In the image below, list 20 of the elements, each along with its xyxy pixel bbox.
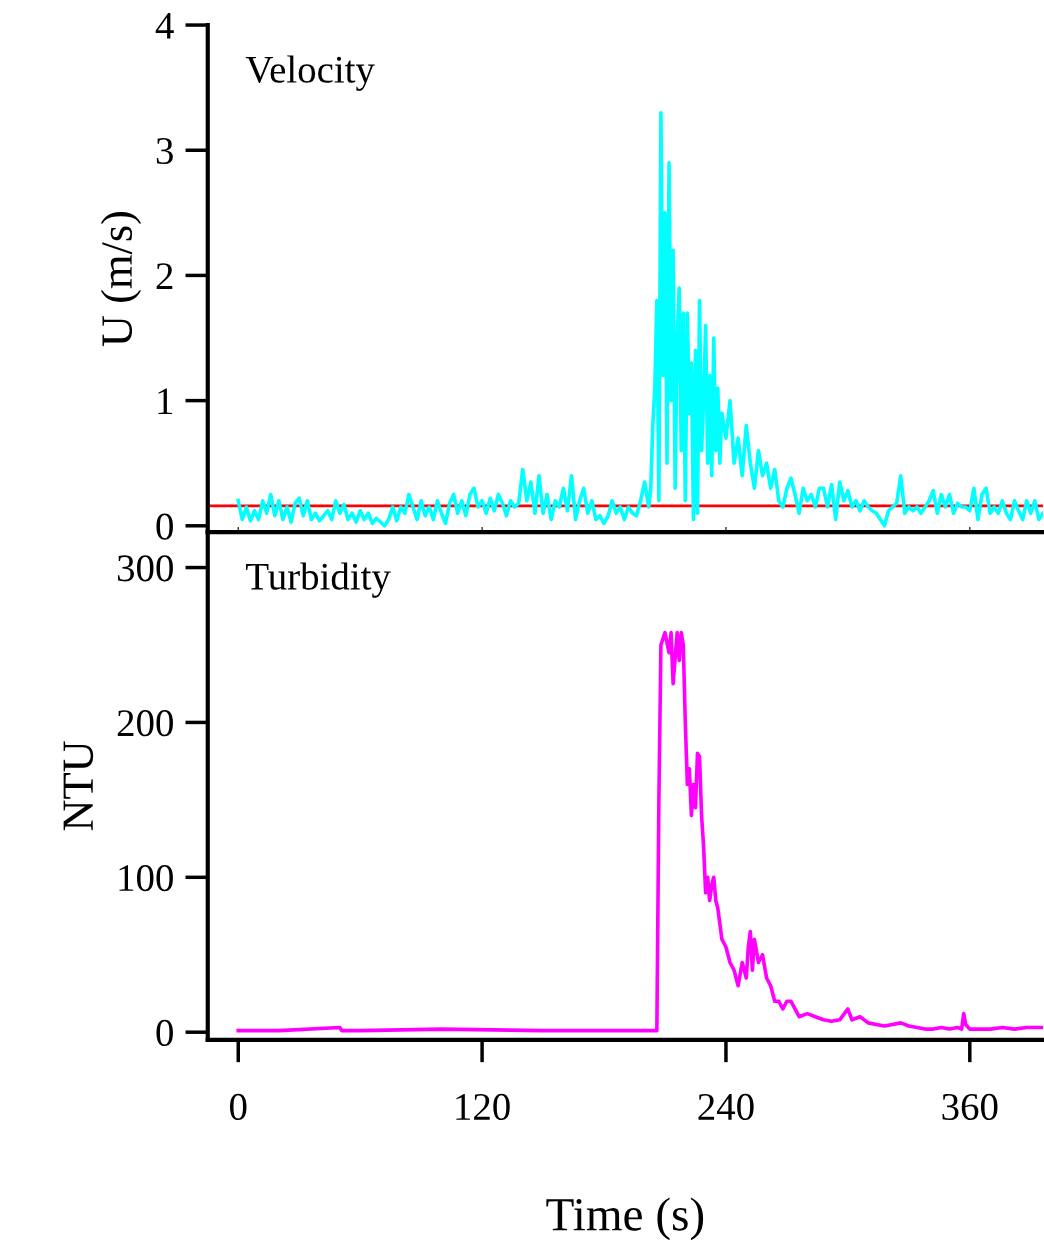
x-tick-label: 360 bbox=[942, 1093, 998, 1121]
annotation: Turbidity bbox=[246, 562, 391, 598]
x-tick-label: 0 bbox=[230, 1093, 247, 1121]
line-series bbox=[236, 630, 1043, 1033]
y-tick-label: 3 bbox=[156, 137, 173, 165]
y-tick-label: 2 bbox=[156, 263, 173, 289]
annotation: Velocity bbox=[245, 55, 375, 91]
y-tick-label: 4 bbox=[155, 12, 174, 39]
y-axis-title: NTU bbox=[63, 741, 94, 831]
y-tick-label: 200 bbox=[117, 710, 173, 737]
y-tick-label: 100 bbox=[119, 864, 173, 892]
y-tick-label: 0 bbox=[156, 1019, 173, 1047]
x-tick-label: 120 bbox=[456, 1093, 510, 1121]
y-axis-title: U (m/s) bbox=[100, 211, 142, 347]
y-tick-label: 1 bbox=[158, 388, 173, 415]
x-tick-label: 240 bbox=[698, 1093, 754, 1121]
y-tick-label: 0 bbox=[156, 513, 173, 540]
line-series bbox=[236, 110, 1043, 528]
y-tick-label: 300 bbox=[117, 555, 173, 582]
x-axis-title: Time (s) bbox=[546, 1197, 704, 1241]
